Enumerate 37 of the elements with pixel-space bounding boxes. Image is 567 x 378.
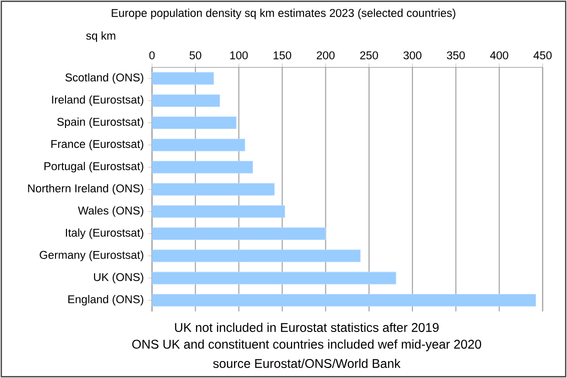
x-tick-label: 0 bbox=[149, 51, 155, 60]
bar bbox=[152, 116, 236, 130]
x-tick-label: 300 bbox=[403, 51, 422, 60]
bar bbox=[152, 250, 361, 262]
bar bbox=[152, 227, 326, 240]
y-tick-label: Spain (Eurostsat) bbox=[57, 118, 144, 128]
text: UK not included in Eurostat statistics after 2019 bbox=[175, 322, 439, 332]
x-tick-label: 100 bbox=[230, 51, 248, 60]
chart-title: Europe population density sq km estimates 2023 (selected countries) bbox=[112, 8, 456, 20]
bar bbox=[152, 183, 275, 196]
y-tick-label: Northern Ireland (ONS) bbox=[28, 184, 144, 195]
text: ONS UK and constituent countries included wef mid-year 2020 bbox=[132, 339, 482, 352]
y-tick-label: Portugal (Eurostsat) bbox=[44, 162, 144, 172]
y-tick-label: Wales (ONS) bbox=[78, 206, 144, 217]
bar bbox=[152, 272, 396, 284]
source-note: source Eurostat/ONS/World Bank bbox=[213, 358, 401, 368]
x-tick-label: 400 bbox=[490, 51, 508, 60]
y-tick-label: UK (ONS) bbox=[94, 272, 144, 284]
x-tick-label: 450 bbox=[534, 51, 552, 60]
x-axis-title: sq km bbox=[86, 31, 116, 42]
y-tick-label: Germany (Eurostsat) bbox=[40, 250, 144, 262]
x-tick-label: 350 bbox=[446, 51, 465, 60]
y-tick-label: England (ONS) bbox=[68, 294, 144, 306]
x-tick-label: 50 bbox=[190, 51, 202, 60]
y-tick-label: Ireland (Eurostsat) bbox=[52, 95, 144, 106]
bar bbox=[152, 138, 246, 152]
x-tick-label: 150 bbox=[274, 51, 292, 60]
bar bbox=[152, 94, 220, 107]
y-tick-label: France (Eurostsat) bbox=[51, 140, 144, 150]
y-tick-label: Italy (Eurostsat) bbox=[66, 228, 144, 239]
bar bbox=[152, 294, 536, 307]
bar bbox=[152, 160, 253, 174]
y-tick-label: Scotland (ONS) bbox=[65, 73, 144, 84]
x-tick-label: 250 bbox=[360, 51, 378, 60]
x-tick-label: 200 bbox=[316, 51, 335, 60]
bar bbox=[152, 72, 214, 85]
bar bbox=[152, 205, 286, 218]
